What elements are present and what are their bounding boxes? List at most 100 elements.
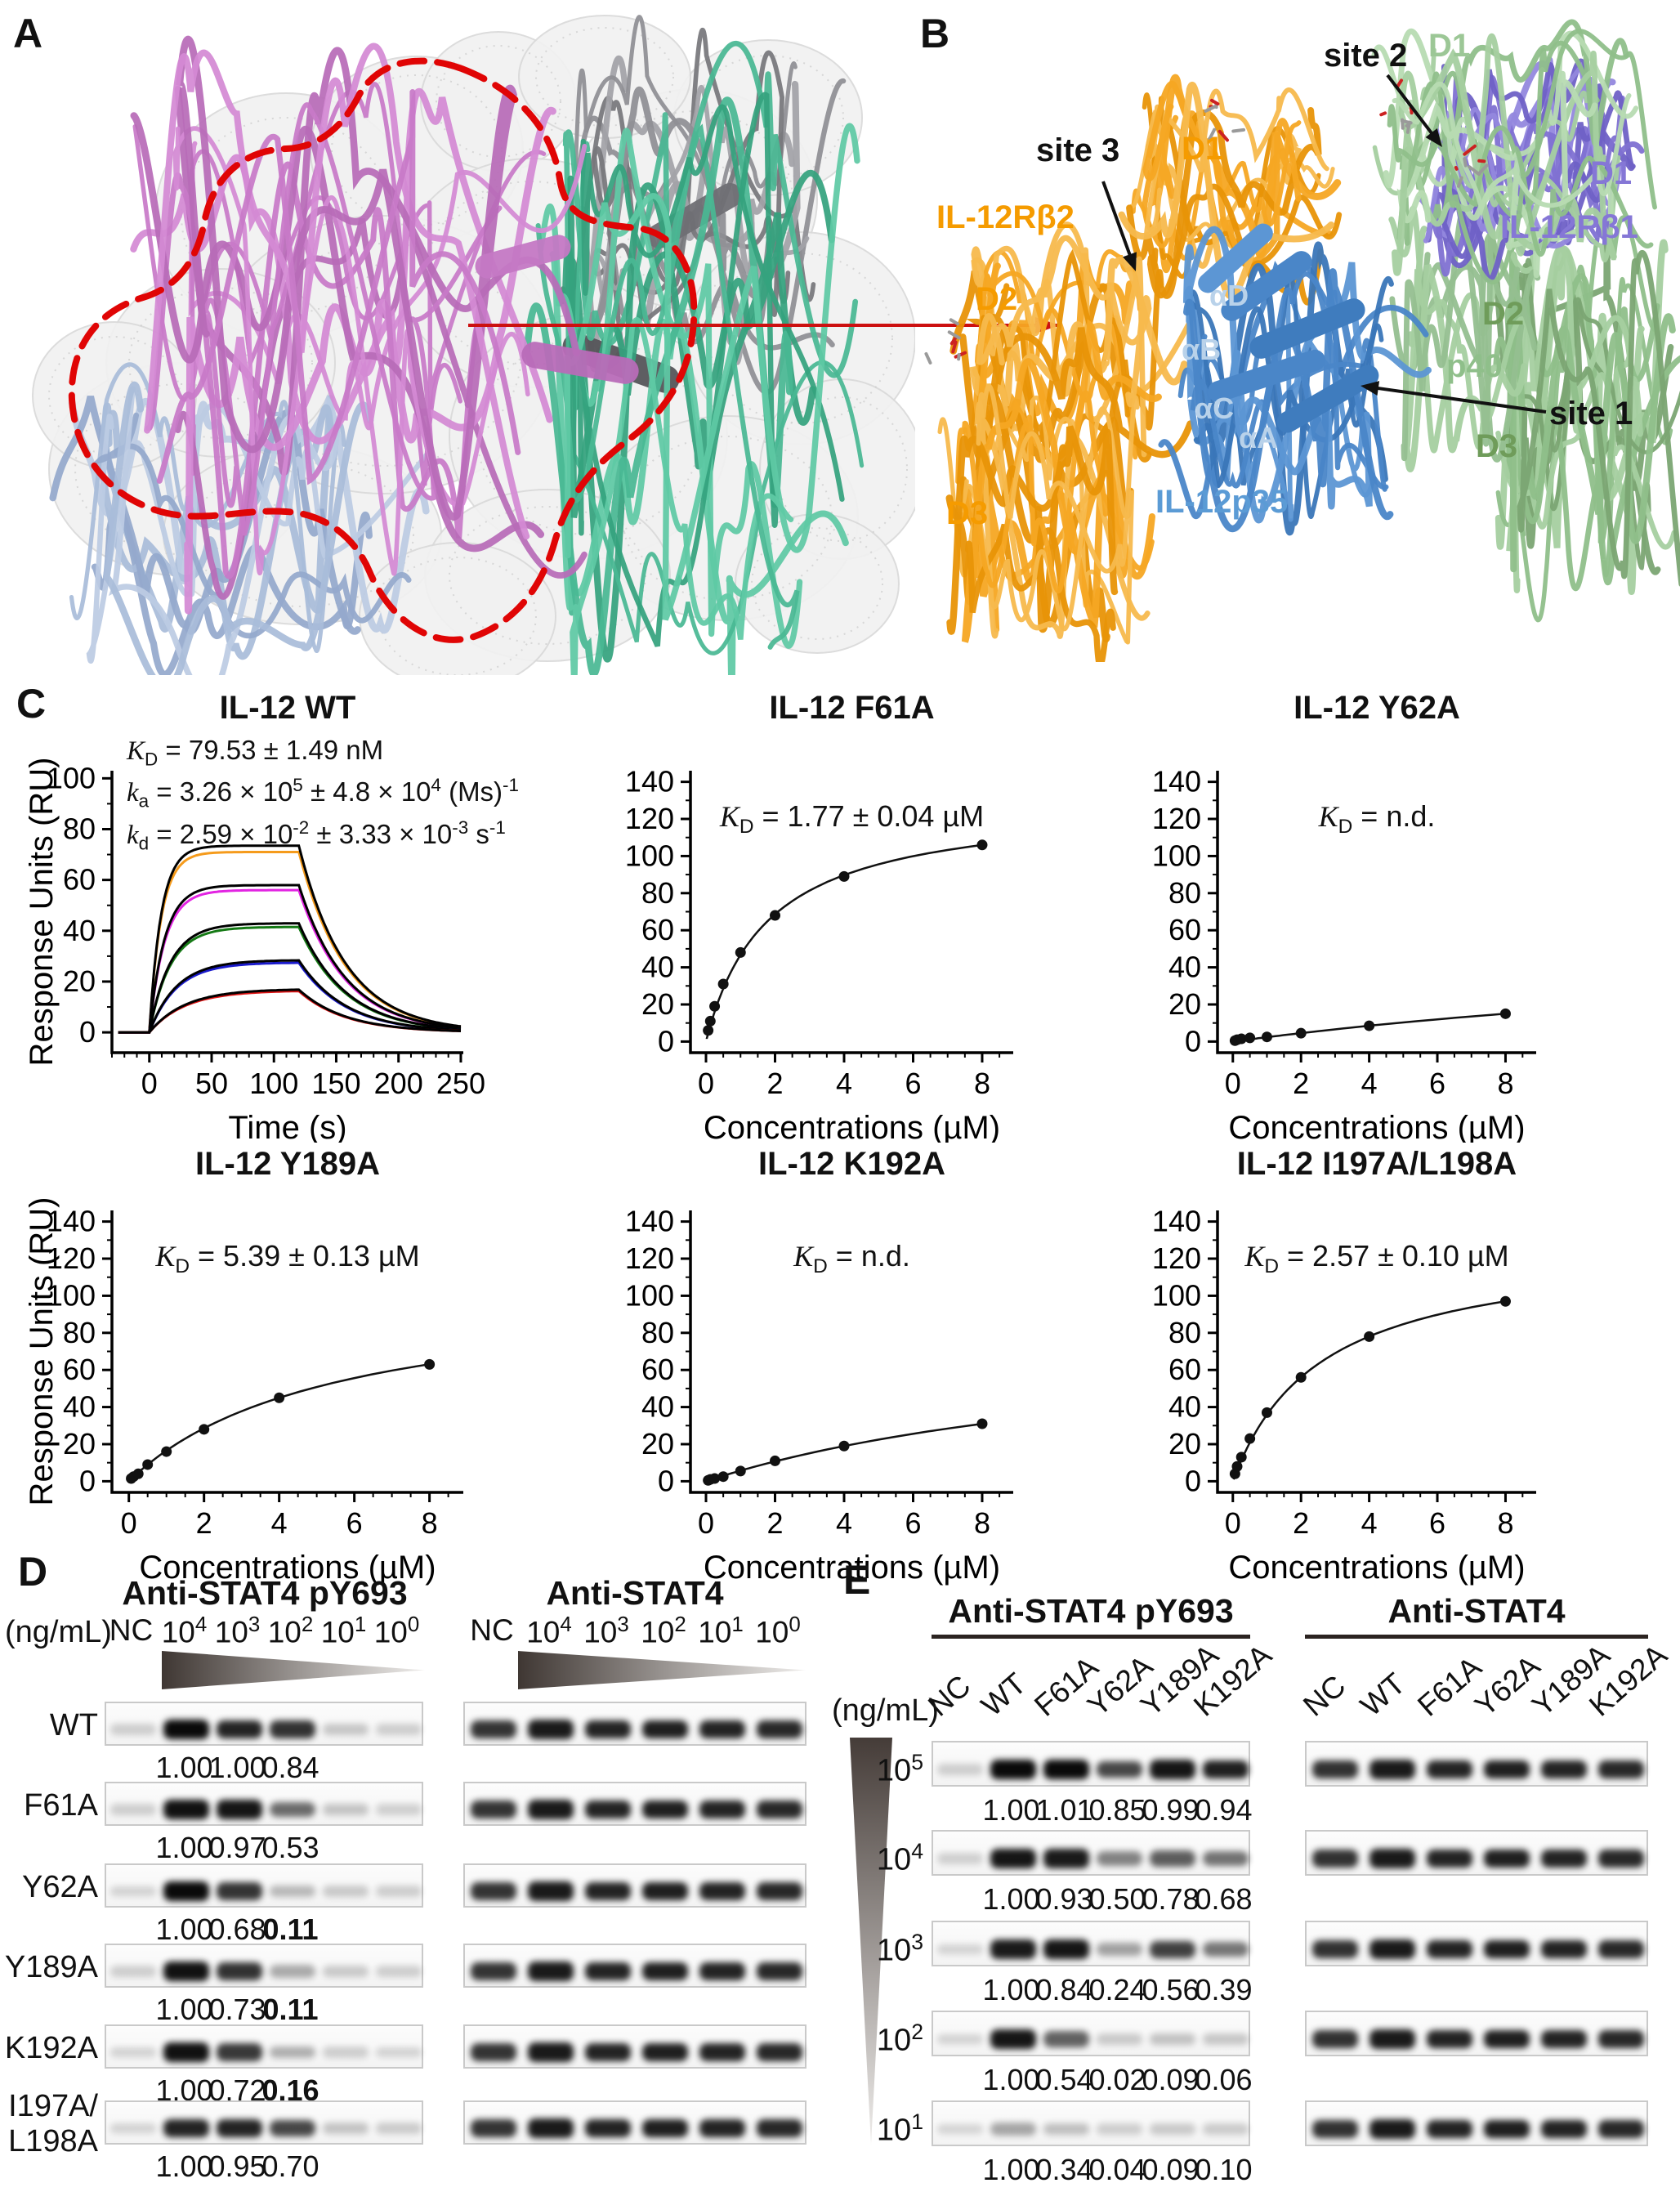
protein-band: [1096, 2123, 1142, 2135]
band-quantification-value: 0.39: [1195, 1973, 1253, 2006]
protein-band: [699, 2042, 745, 2062]
blot-row-label: I197A/L198A: [8, 2089, 98, 2158]
panel-e-header-py693: Anti-STAT4 pY693: [948, 1592, 1234, 1630]
svg-text:4: 4: [836, 1506, 852, 1540]
protein-band: [528, 1962, 574, 1981]
protein-band: [216, 1962, 262, 1980]
svg-text:Concentrations (µM): Concentrations (µM): [1228, 1550, 1525, 1586]
band-quantification-value: 1.00: [155, 2150, 213, 2183]
protein-band: [990, 2029, 1036, 2049]
panel-e-units-label: (ng/mL): [832, 1693, 939, 1728]
protein-band: [1043, 2031, 1089, 2047]
western-blot-strip: [105, 1782, 423, 1826]
blot-row-label: Y62A: [22, 1870, 98, 1904]
protein-band: [375, 1966, 422, 1977]
svg-text:100: 100: [1152, 1278, 1201, 1312]
protein-band: [1598, 2119, 1644, 2139]
western-blot-strip: [105, 1944, 423, 1988]
svg-text:50: 50: [195, 1067, 228, 1100]
svg-text:40: 40: [641, 951, 674, 984]
column-label: WT: [1354, 1666, 1412, 1723]
svg-text:Concentrations (µM): Concentrations (µM): [139, 1550, 436, 1586]
band-quantification-value: 0.34: [1035, 2153, 1093, 2186]
panel-e-header-stat4: Anti-STAT4: [1387, 1592, 1566, 1630]
panel-b-label: B: [920, 11, 950, 56]
protein-band: [585, 2118, 631, 2138]
protein-band: [471, 2043, 516, 2061]
concentration-gradient-triangle: [518, 1651, 806, 1689]
protein-band: [216, 1720, 262, 1739]
western-blot-strip: [463, 1863, 806, 1908]
structure-label: D1: [1428, 28, 1471, 64]
svg-text:60: 60: [1168, 913, 1201, 946]
protein-band: [1598, 1939, 1644, 1959]
structure-diagram: site 2 D1 D1 IL-12Rβ1 site 3 D1 IL-12Rβ2 D2 D2 p4…: [915, 8, 1680, 662]
band-quantification-value: 0.85: [1088, 1793, 1146, 1827]
svg-text:2: 2: [196, 1506, 212, 1540]
protein-band: [1369, 1939, 1415, 1959]
structure-label: D1: [1182, 131, 1224, 167]
structure-label: site 2: [1324, 38, 1408, 74]
western-blot-strip: [463, 1944, 806, 1988]
protein-band: [322, 1804, 369, 1815]
protein-band: [1427, 1849, 1472, 1868]
lane-label: 101: [320, 1613, 367, 1649]
protein-band: [163, 2118, 209, 2138]
protein-band: [1427, 1760, 1472, 1779]
protein-band: [699, 1800, 745, 1819]
protein-band: [990, 2123, 1036, 2136]
western-blot-strip: [105, 2024, 423, 2069]
structure-label: αA: [1239, 421, 1279, 454]
protein-band: [585, 1962, 631, 1981]
plot-canvas: 0 50 100 150 200 250 0 20 40 60 80 100 Time (s) Respo…: [25, 758, 485, 1143]
protein-band: [1096, 1760, 1142, 1778]
column-label: WT: [974, 1666, 1032, 1723]
kd-annotation: KD = n.d.: [1318, 799, 1436, 839]
concentration-row-label: 102: [876, 2020, 923, 2058]
svg-text:40: 40: [1168, 1390, 1201, 1424]
band-quantification-value: 0.70: [261, 2150, 319, 2183]
svg-text:140: 140: [1152, 765, 1201, 799]
band-quantification-value: 1.00: [982, 2063, 1040, 2096]
svg-text:20: 20: [641, 1427, 674, 1461]
column-label: F61A: [1411, 1649, 1488, 1723]
western-blot-strip: [105, 1863, 423, 1908]
protein-band: [585, 2042, 631, 2062]
lane-label: 103: [214, 1613, 261, 1649]
svg-text:0: 0: [658, 1024, 674, 1058]
protein-band: [109, 1804, 156, 1815]
svg-text:20: 20: [1168, 1427, 1201, 1461]
svg-text:250: 250: [436, 1067, 485, 1100]
svg-text:0: 0: [1225, 1067, 1241, 1100]
blot-row-label: K192A: [4, 2031, 98, 2065]
protein-band: [1541, 1849, 1587, 1868]
protein-band: [1202, 1760, 1249, 1779]
band-quantification-value: 0.68: [1195, 1882, 1253, 1916]
protein-band: [269, 1885, 315, 1898]
protein-band: [269, 1965, 315, 1978]
protein-band: [375, 1804, 422, 1815]
protein-band: [1312, 1850, 1358, 1868]
protein-band: [375, 2123, 422, 2134]
svg-text:60: 60: [63, 863, 96, 897]
protein-band: [163, 1881, 209, 1901]
band-quantification-value: 0.93: [1035, 1882, 1093, 1916]
protein-band: [163, 1962, 209, 1981]
protein-band: [109, 1886, 156, 1897]
protein-band: [322, 1886, 369, 1897]
svg-text:8: 8: [974, 1067, 990, 1100]
protein-band: [109, 2123, 156, 2134]
protein-band: [163, 2042, 209, 2062]
protein-band: [1541, 1939, 1587, 1959]
band-quantification-value: 0.56: [1142, 1973, 1200, 2006]
protein-band: [990, 1939, 1036, 1959]
plot-title: IL-12 Y62A: [1294, 690, 1460, 726]
protein-band: [216, 2043, 262, 2061]
protein-band: [936, 2033, 983, 2045]
band-quantification-value: 0.97: [208, 1831, 266, 1864]
protein-band: [471, 1882, 516, 1900]
